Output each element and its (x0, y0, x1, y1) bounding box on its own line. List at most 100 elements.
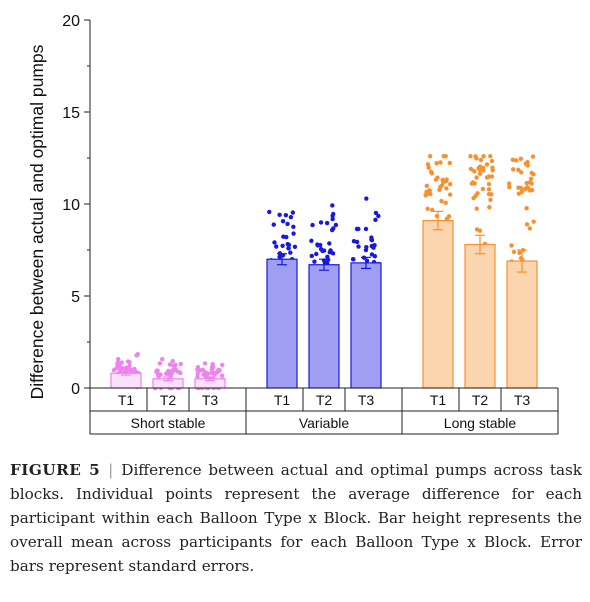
bar-label: T3 (358, 392, 375, 408)
participant-point (488, 153, 493, 159)
participant-point (195, 364, 201, 370)
participant-point (490, 167, 495, 173)
participant-point (210, 364, 216, 370)
y-tick-label: 0 (71, 381, 80, 398)
participant-point (477, 171, 483, 176)
bar (266, 258, 298, 389)
participant-point (219, 373, 225, 378)
participant-point (473, 154, 478, 159)
participant-point (333, 222, 339, 228)
participant-point (200, 367, 205, 372)
participant-point (309, 253, 314, 259)
participant-point (195, 374, 200, 379)
participant-point (524, 222, 530, 227)
participant-point (372, 254, 378, 259)
participant-point (364, 196, 369, 201)
participant-point (518, 156, 524, 162)
participant-point (212, 370, 218, 376)
participant-point (531, 219, 536, 224)
y-tick-label: 10 (62, 197, 80, 214)
participant-point (318, 220, 324, 225)
bar-label: T2 (316, 392, 333, 408)
participant-point (330, 216, 335, 222)
participant-point (331, 226, 336, 231)
caption-separator: | (108, 461, 114, 479)
participant-point (356, 244, 361, 249)
participant-point (486, 191, 492, 197)
participant-point (447, 160, 452, 166)
participant-point (468, 153, 473, 159)
caption-text: Difference between actual and optimal pu… (10, 461, 582, 575)
participant-point (135, 351, 141, 357)
y-tick-label: 5 (71, 289, 80, 306)
participant-point (507, 184, 512, 190)
participant-point (324, 220, 330, 226)
participant-point (475, 191, 480, 196)
participant-point (438, 184, 443, 189)
participant-point (489, 174, 495, 179)
figure-label: FIGURE 5 (10, 461, 101, 479)
participant-point (470, 180, 476, 185)
participant-point (120, 366, 125, 371)
participant-point (506, 181, 512, 186)
y-tick-label: 15 (62, 105, 80, 122)
participant-point (468, 166, 474, 172)
participant-point (480, 186, 486, 192)
participant-point (277, 212, 282, 218)
participant-point (331, 211, 336, 217)
bar-label: T1 (430, 392, 447, 408)
participant-point (444, 216, 450, 221)
participant-point (277, 254, 282, 259)
participant-point (314, 251, 319, 257)
participant-point (480, 165, 486, 171)
participant-point (351, 238, 357, 244)
participant-point (438, 160, 443, 165)
participant-point (201, 372, 206, 377)
participant-point (169, 370, 175, 375)
participant-point (474, 227, 480, 232)
participant-point (376, 213, 381, 219)
participant-point (484, 162, 490, 167)
participant-point (285, 241, 290, 247)
participant-point (516, 185, 521, 190)
participant-point (160, 357, 165, 362)
group-label: Variable (299, 415, 350, 431)
bar-label: T3 (514, 392, 531, 408)
participant-point (291, 231, 296, 236)
participant-point (527, 226, 533, 231)
participant-point (267, 209, 272, 215)
participant-point (127, 359, 132, 365)
participant-point (471, 196, 476, 201)
participant-point (126, 366, 132, 371)
bar (308, 264, 340, 389)
participant-point (154, 369, 159, 374)
participant-point (516, 167, 521, 173)
figure-caption: FIGURE 5 | Difference between actual and o… (10, 458, 582, 578)
participant-point (373, 210, 379, 216)
participant-point (111, 367, 117, 373)
participant-point (170, 358, 175, 364)
participant-point (441, 153, 446, 159)
participant-point (424, 183, 430, 189)
participant-point (447, 192, 453, 197)
participant-point (530, 154, 536, 159)
participant-point (132, 366, 137, 372)
participant-point (425, 162, 431, 167)
participant-point (274, 244, 279, 249)
participant-point (439, 198, 444, 204)
participant-point (443, 200, 448, 205)
participant-point (310, 222, 315, 228)
participant-point (195, 371, 200, 376)
participant-point (272, 240, 277, 245)
participant-point (428, 169, 434, 174)
participant-point (271, 222, 276, 227)
participant-point (435, 175, 440, 180)
participant-point (285, 221, 290, 227)
participant-point (428, 191, 433, 197)
participant-point (529, 181, 534, 186)
participant-point (288, 250, 293, 255)
participant-point (167, 362, 173, 367)
participant-point (280, 243, 285, 249)
participant-point (166, 368, 171, 374)
bar (464, 243, 496, 389)
